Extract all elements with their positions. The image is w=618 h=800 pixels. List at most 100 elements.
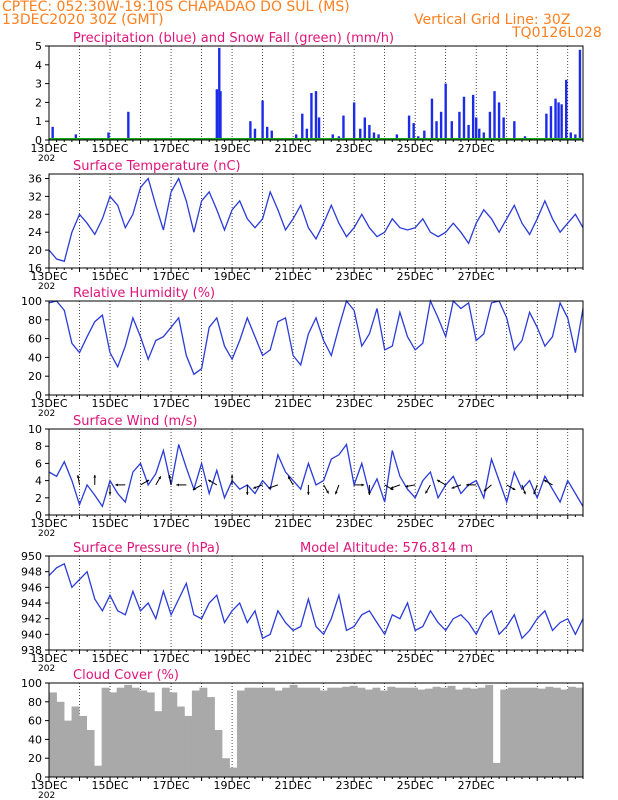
- cloud-bar: [462, 687, 471, 777]
- cloud-bar: [545, 686, 554, 777]
- cloud-bar: [282, 687, 291, 777]
- wind-arrow-head: [253, 486, 257, 489]
- y-tick-label: 6: [35, 457, 42, 470]
- precip-bar: [270, 130, 273, 140]
- cloud-bar: [470, 688, 479, 777]
- wind-arrow-head: [208, 479, 212, 483]
- cloud-bar: [575, 687, 584, 777]
- wind-arrow-head: [146, 479, 150, 483]
- cloud-bar: [161, 687, 170, 777]
- x-date-label: 23DEC: [336, 652, 373, 665]
- x-date-label: 15DEC: [91, 652, 128, 665]
- cloud-bar: [552, 687, 561, 777]
- cloud-bar: [394, 687, 403, 777]
- x-year-label: 202: [38, 529, 55, 539]
- wind-arrow-head: [288, 476, 291, 480]
- precip-bar: [462, 96, 466, 140]
- plot-frame: [48, 300, 584, 396]
- precip-bar: [219, 91, 222, 140]
- panel-title: Surface Temperature (nC): [73, 159, 241, 174]
- y-tick-label: 1: [35, 115, 42, 128]
- x-date-label: 21DEC: [275, 397, 312, 410]
- x-date-label: 17DEC: [153, 652, 190, 665]
- cloud-bar: [146, 692, 155, 777]
- panel-humidity: 0 20 40 60 80 100 13DEC 15DEC 17DEC 19DEC 21DEC 23D…: [21, 286, 584, 419]
- cloud-bar: [357, 687, 366, 777]
- cloud-bar: [109, 692, 118, 777]
- panel-annotation: Model Altitude: 576.814 m: [300, 541, 473, 556]
- y-tick-label: 24: [28, 226, 42, 239]
- wind-arrow-head: [158, 476, 161, 480]
- y-tick-label: 20: [28, 244, 42, 257]
- x-year-label: 202: [38, 154, 55, 164]
- x-date-label: 27DEC: [458, 652, 495, 665]
- wind-arrow-head: [192, 487, 196, 490]
- precip-bar: [127, 111, 130, 140]
- precip-bar: [557, 102, 560, 140]
- x-date-label: 25DEC: [397, 779, 434, 792]
- cloud-bar: [64, 720, 72, 777]
- y-tick-label: 948: [21, 566, 42, 579]
- cloud-bar: [94, 765, 103, 777]
- header-line2: 13DEC2020 30Z (GMT): [2, 12, 164, 28]
- x-date-label: 27DEC: [458, 142, 495, 155]
- x-date-label: 21DEC: [275, 779, 312, 792]
- precip-bar: [412, 123, 415, 140]
- wind-arrow-head: [245, 492, 249, 495]
- precip-bar: [331, 134, 334, 140]
- cloud-bar: [259, 687, 268, 777]
- precip-bar: [554, 98, 557, 140]
- x-date-label: 13DEC: [30, 397, 67, 410]
- precip-bar: [423, 130, 426, 140]
- precip-bar: [352, 102, 356, 140]
- precip-bar: [261, 100, 264, 140]
- cloud-bar: [327, 687, 336, 777]
- y-tick-label: 60: [28, 333, 42, 346]
- cloud-bar: [455, 689, 464, 777]
- x-date-label: 19DEC: [214, 270, 251, 283]
- cloud-bar: [492, 762, 501, 777]
- y-tick-label: 28: [28, 208, 42, 221]
- precip-bar: [560, 104, 563, 140]
- cloud-bar: [244, 687, 253, 777]
- x-date-label: 13DEC: [30, 652, 67, 665]
- cloud-bar: [425, 688, 433, 777]
- precip-bar: [467, 124, 470, 140]
- precip-bar: [395, 134, 399, 140]
- x-date-label: 15DEC: [91, 517, 128, 530]
- cloud-bar: [199, 687, 208, 777]
- x-date-label: 21DEC: [275, 142, 312, 155]
- cloud-bar: [124, 684, 133, 777]
- x-date-label: 15DEC: [91, 142, 128, 155]
- precip-bar: [497, 102, 501, 140]
- y-tick-label: 20: [28, 752, 42, 765]
- precip-bar: [493, 91, 496, 140]
- x-date-label: 25DEC: [397, 397, 434, 410]
- cloud-bar: [372, 687, 381, 777]
- x-date-label: 17DEC: [153, 779, 190, 792]
- header-line1: CPTEC: 052:30W-19:10S CHAPADAO DO SUL (M…: [2, 0, 350, 15]
- wind-arrow-head: [367, 492, 371, 495]
- precip-bar: [342, 115, 345, 140]
- wind-arrow-head: [268, 486, 272, 489]
- panel-pressure: 938 940 942 944 946 948 950 13DEC 15DEC 17DEC 19DE…: [21, 541, 584, 674]
- cloud-bar: [101, 687, 110, 777]
- cloud-bar: [342, 686, 351, 777]
- cloud-bar: [567, 686, 576, 777]
- panel-title: Relative Humidity (%): [73, 286, 215, 301]
- precip-bar: [317, 117, 321, 140]
- panel-temperature: 16 20 24 28 32 36 13DEC 15DEC 17DEC 19DEC 21DEC 23D…: [28, 159, 584, 292]
- wind-arrow-head: [390, 486, 394, 489]
- y-tick-label: 40: [28, 351, 42, 364]
- x-date-label: 19DEC: [214, 517, 251, 530]
- precip-bar: [305, 128, 309, 140]
- cloud-bar: [485, 684, 494, 777]
- x-date-label: 23DEC: [336, 142, 373, 155]
- cloud-bar: [477, 687, 486, 777]
- plot-frame: [48, 173, 584, 269]
- x-date-label: 25DEC: [397, 652, 434, 665]
- y-tick-label: 8: [35, 440, 42, 453]
- cloud-bar: [440, 687, 449, 777]
- cloud-bar: [447, 685, 456, 777]
